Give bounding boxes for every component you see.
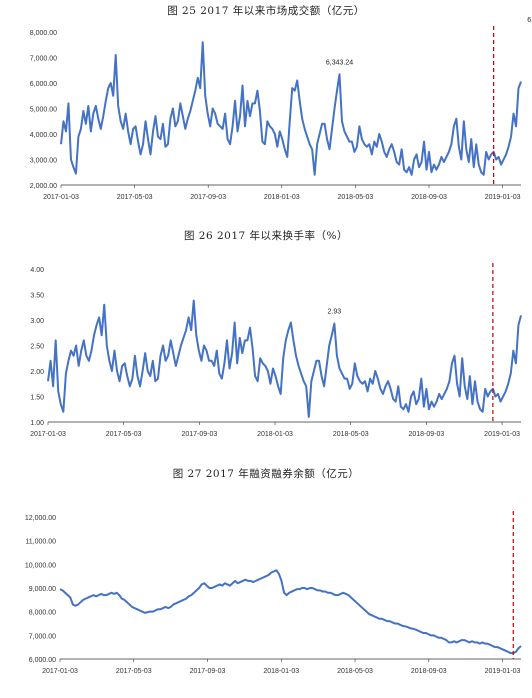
turnover-amount-chart: 8,000.00 7,000.00 6,000.00 5,000.00 4,000.00… [30,17,532,201]
margin-balance-chart: 12,000.00 11,000.00 10,000.00 9,000.00 8,000… [25,511,522,675]
x-tick-label: 2019-01-03 [484,431,520,438]
x-tick-label: 2017-09-03 [190,668,226,675]
x-tick-label: 2017-01-03 [42,668,78,675]
y-tick-label: 11,000.00 [25,539,56,546]
y-tick-label: 8,000.00 [30,30,57,37]
chart-25-title: 图 25 2017 年以来市场成交额（亿元） [167,5,365,17]
series-line [59,569,522,655]
data-label: 6,054.03 [527,17,532,24]
y-tick-label: 6,000.00 [30,81,57,88]
y-tick-label: 6,000.00 [29,657,56,664]
x-tick-label: 2017-09-03 [181,431,217,438]
y-tick-label: 10,000.00 [25,562,56,569]
y-tick-label: 2.00 [30,369,44,376]
y-tick-label: 9,000.00 [29,586,56,593]
series-line [47,299,522,418]
x-tick-label: 2017-05-03 [106,431,142,438]
y-tick-label: 3.50 [30,293,44,300]
y-tick-label: 2,000.00 [30,183,57,190]
y-tick-label: 1.00 [30,420,44,427]
y-tick-label: 1.50 [30,395,44,402]
y-tick-label: 2.50 [30,344,44,351]
x-tick-label: 2018-09-03 [411,194,447,201]
x-tick-label: 2019-01-03 [485,668,521,675]
data-label: 2.93 [328,309,342,316]
x-tick-label: 2018-01-03 [264,194,300,201]
x-tick-label: 2018-05-03 [337,668,373,675]
x-tick-label: 2018-09-03 [408,431,444,438]
x-tick-label: 2017-05-03 [117,194,153,201]
y-tick-label: 4.00 [30,267,44,274]
y-tick-label: 3,000.00 [30,158,57,165]
y-tick-label: 7,000.00 [29,633,56,640]
chart-27-title: 图 27 2017 年融资融券余额（亿元） [172,468,360,480]
x-tick-label: 2019-01-03 [485,194,521,201]
y-tick-label: 4,000.00 [30,132,57,139]
x-tick-label: 2018-01-03 [263,668,299,675]
x-tick-label: 2017-05-03 [116,668,152,675]
y-tick-label: 8,000.00 [29,610,56,617]
x-tick-label: 2017-01-03 [30,431,66,438]
data-label: 6,343.24 [326,59,353,66]
x-tick-label: 2018-05-03 [337,194,373,201]
turnover-rate-chart: 4.00 3.50 3.00 2.50 2.00 1.50 1.00 2017-01-03 20… [30,263,522,438]
y-tick-label: 7,000.00 [30,56,57,63]
y-tick-label: 3.00 [30,318,44,325]
x-tick-label: 2017-01-03 [43,194,79,201]
x-tick-label: 2018-05-03 [333,431,369,438]
x-tick-label: 2018-09-03 [411,668,447,675]
y-tick-label: 12,000.00 [25,515,56,522]
chart-26-title: 图 26 2017 年以来换手率（%） [183,230,349,242]
y-tick-label: 5,000.00 [30,107,57,114]
x-tick-label: 2018-01-03 [257,431,293,438]
x-tick-label: 2017-09-03 [190,194,226,201]
series-line [60,41,522,176]
